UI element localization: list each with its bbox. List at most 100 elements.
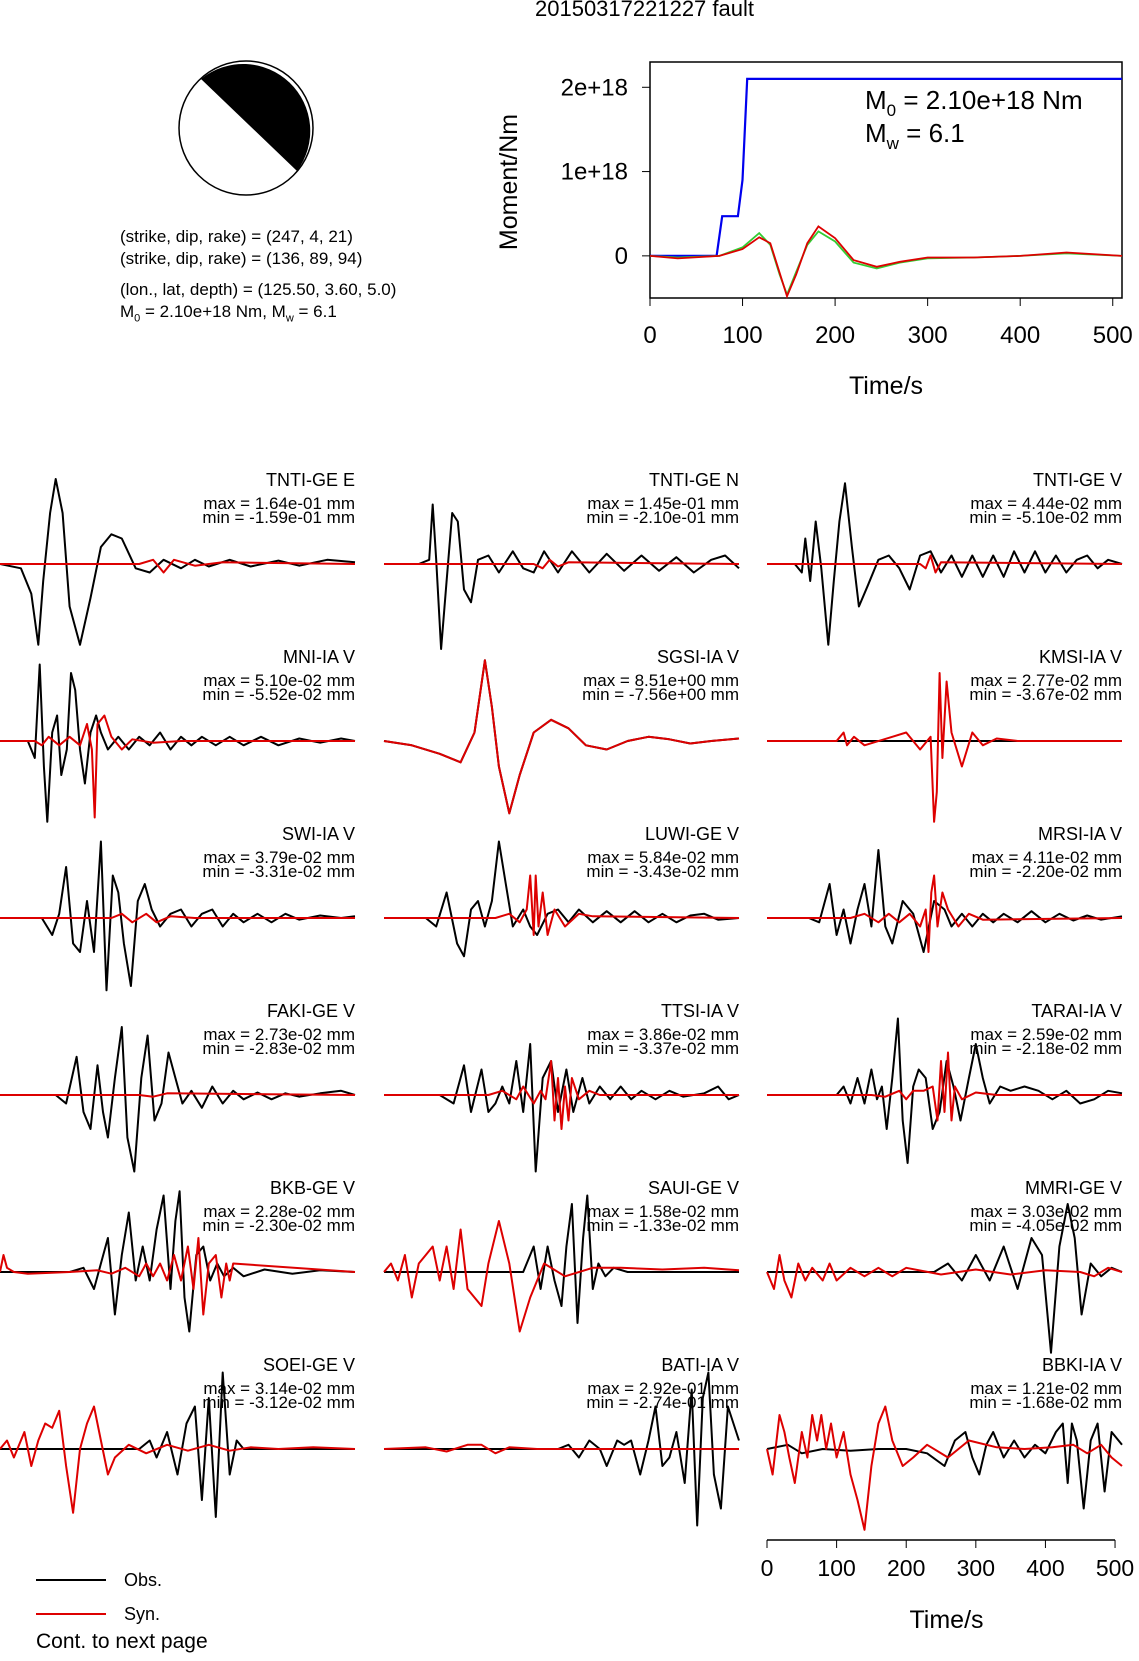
station-label: FAKI-GE V: [267, 1001, 355, 1021]
legend-label-syn: Syn.: [124, 1603, 161, 1624]
x-tick-label: 100: [817, 1555, 855, 1581]
trace-obs: [0, 1371, 355, 1518]
moment-series-red: [649, 225, 1123, 299]
station-label: LUWI-GE V: [645, 824, 739, 844]
trace-obs: [384, 1371, 740, 1527]
trace-obs: [0, 1190, 356, 1333]
trace-syn: [383, 1443, 739, 1455]
x-tick-label: 0: [761, 1555, 774, 1581]
x-tick-label: 500: [1096, 1555, 1134, 1581]
beachball-icon: [178, 60, 314, 196]
trace-syn: [384, 558, 740, 570]
min-label: min = -1.59e-01 mm: [202, 508, 355, 527]
trace-obs: [767, 1203, 1123, 1354]
trace-obs: [384, 1194, 739, 1324]
max-label: max = 4.11e-02 mm: [972, 848, 1122, 867]
trace-syn: [0, 912, 355, 924]
max-label: max = 2.28e-02 mm: [203, 1202, 355, 1221]
m0-annotation: M0 = 2.10e+18 Nm: [865, 85, 1083, 120]
y-axis-label: Moment/Nm: [495, 114, 523, 250]
max-label: max = 3.86e-02 mm: [587, 1025, 739, 1044]
station-label: BBKI-IA V: [1042, 1355, 1122, 1375]
min-label: min = -3.43e-02 mm: [586, 862, 739, 881]
min-label: min = -7.56e+00 mm: [582, 685, 739, 704]
min-label: min = -2.30e-02 mm: [202, 1216, 355, 1235]
moment-line: M0 = 2.10e+18 Nm, Mw = 6.1: [120, 302, 337, 325]
trace-syn: [767, 874, 1123, 953]
trace-syn: [384, 1060, 739, 1130]
y-tick-label: 1e+18: [561, 159, 628, 186]
trace-syn: [384, 874, 740, 936]
station-label: SWI-IA V: [282, 824, 355, 844]
min-label: min = -5.52e-02 mm: [202, 685, 355, 704]
station-label: BKB-GE V: [270, 1178, 355, 1198]
x-axis-label: Time/s: [849, 372, 923, 400]
legend-item-obs: Obs.: [36, 1563, 162, 1597]
focal-info: (strike, dip, rake) = (247, 4, 21) (stri…: [120, 226, 396, 329]
trace-syn: [767, 554, 1123, 574]
max-label: max = 1.58e-02 mm: [587, 1202, 739, 1221]
station-label: TTSI-IA V: [661, 1001, 739, 1021]
max-label: max = 4.44e-02 mm: [970, 494, 1122, 513]
trace-syn: [0, 1405, 356, 1514]
trace-syn: [0, 1237, 356, 1316]
location-line: (lon., lat, depth) = (125.50, 3.60, 5.0): [120, 280, 397, 299]
x-tick-label: 100: [723, 322, 763, 349]
trace-syn: [766, 1405, 1123, 1531]
x-tick-label: 200: [887, 1555, 925, 1581]
legend-item-syn: Syn.: [36, 1597, 162, 1631]
legend-label-obs: Obs.: [124, 1569, 163, 1590]
station-label: BATI-IA V: [661, 1355, 739, 1375]
moment-chart: 0 100 200 300 400 500 0 1e+18 2e+18 Time/s Moment/…: [495, 61, 1133, 400]
trace-syn: [383, 1220, 740, 1333]
min-label: min = -3.12e-02 mm: [202, 1393, 355, 1412]
y-tick-label: 0: [615, 243, 628, 270]
min-label: min = -2.20e-02 mm: [969, 862, 1122, 881]
station-label: TNTI-GE E: [266, 470, 355, 490]
trace-obs: [384, 503, 740, 650]
trace-obs: [0, 478, 356, 646]
y-tick-label: 2e+18: [561, 74, 628, 101]
page-title: 20150317221227 fault: [535, 0, 754, 21]
max-label: max = 5.84e-02 mm: [587, 848, 739, 867]
trace-syn: [0, 558, 356, 574]
min-label: min = -2.74e-01 mm: [586, 1393, 739, 1412]
max-label: max = 2.73e-02 mm: [203, 1025, 355, 1044]
max-label: max = 1.45e-01 mm: [587, 494, 739, 513]
max-label: max = 3.03e-02 mm: [970, 1202, 1122, 1221]
station-label: SGSI-IA V: [657, 647, 739, 667]
min-label: min = -3.37e-02 mm: [586, 1039, 739, 1058]
station-label: SAUI-GE V: [648, 1178, 739, 1198]
legend-swatch-obs: [36, 1579, 106, 1581]
station-label: KMSI-IA V: [1039, 647, 1122, 667]
x-tick-label: 200: [815, 322, 855, 349]
min-label: min = -1.68e-02 mm: [969, 1393, 1122, 1412]
nodal-plane-2: (strike, dip, rake) = (136, 89, 94): [120, 249, 363, 268]
trace-syn: [383, 659, 740, 815]
max-label: max = 3.79e-02 mm: [203, 848, 355, 867]
trace-obs: [766, 1422, 1123, 1510]
x-tick-label: 500: [1093, 322, 1133, 349]
max-label: max = 3.14e-02 mm: [203, 1379, 355, 1398]
x-tick-label: 400: [1000, 322, 1040, 349]
trace-syn: [766, 1254, 1123, 1299]
min-label: min = -4.05e-02 mm: [969, 1216, 1122, 1235]
nodal-plane-1: (strike, dip, rake) = (247, 4, 21): [120, 227, 353, 246]
x-tick-label: 300: [957, 1555, 995, 1581]
min-label: min = -2.83e-02 mm: [202, 1039, 355, 1058]
legend: Obs. Syn.: [36, 1563, 162, 1631]
station-label: MNI-IA V: [283, 647, 355, 667]
station-label: TNTI-GE V: [1033, 470, 1122, 490]
